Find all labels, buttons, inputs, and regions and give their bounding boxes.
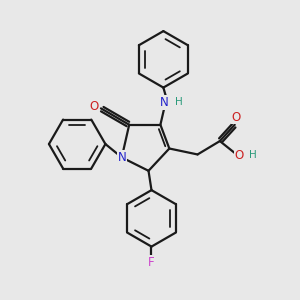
- Text: O: O: [235, 149, 244, 162]
- Text: O: O: [89, 100, 98, 113]
- Text: N: N: [117, 151, 126, 164]
- Text: H: H: [249, 150, 256, 160]
- Text: O: O: [232, 111, 241, 124]
- Text: H: H: [175, 97, 183, 107]
- Text: N: N: [160, 96, 168, 109]
- Text: F: F: [148, 256, 155, 268]
